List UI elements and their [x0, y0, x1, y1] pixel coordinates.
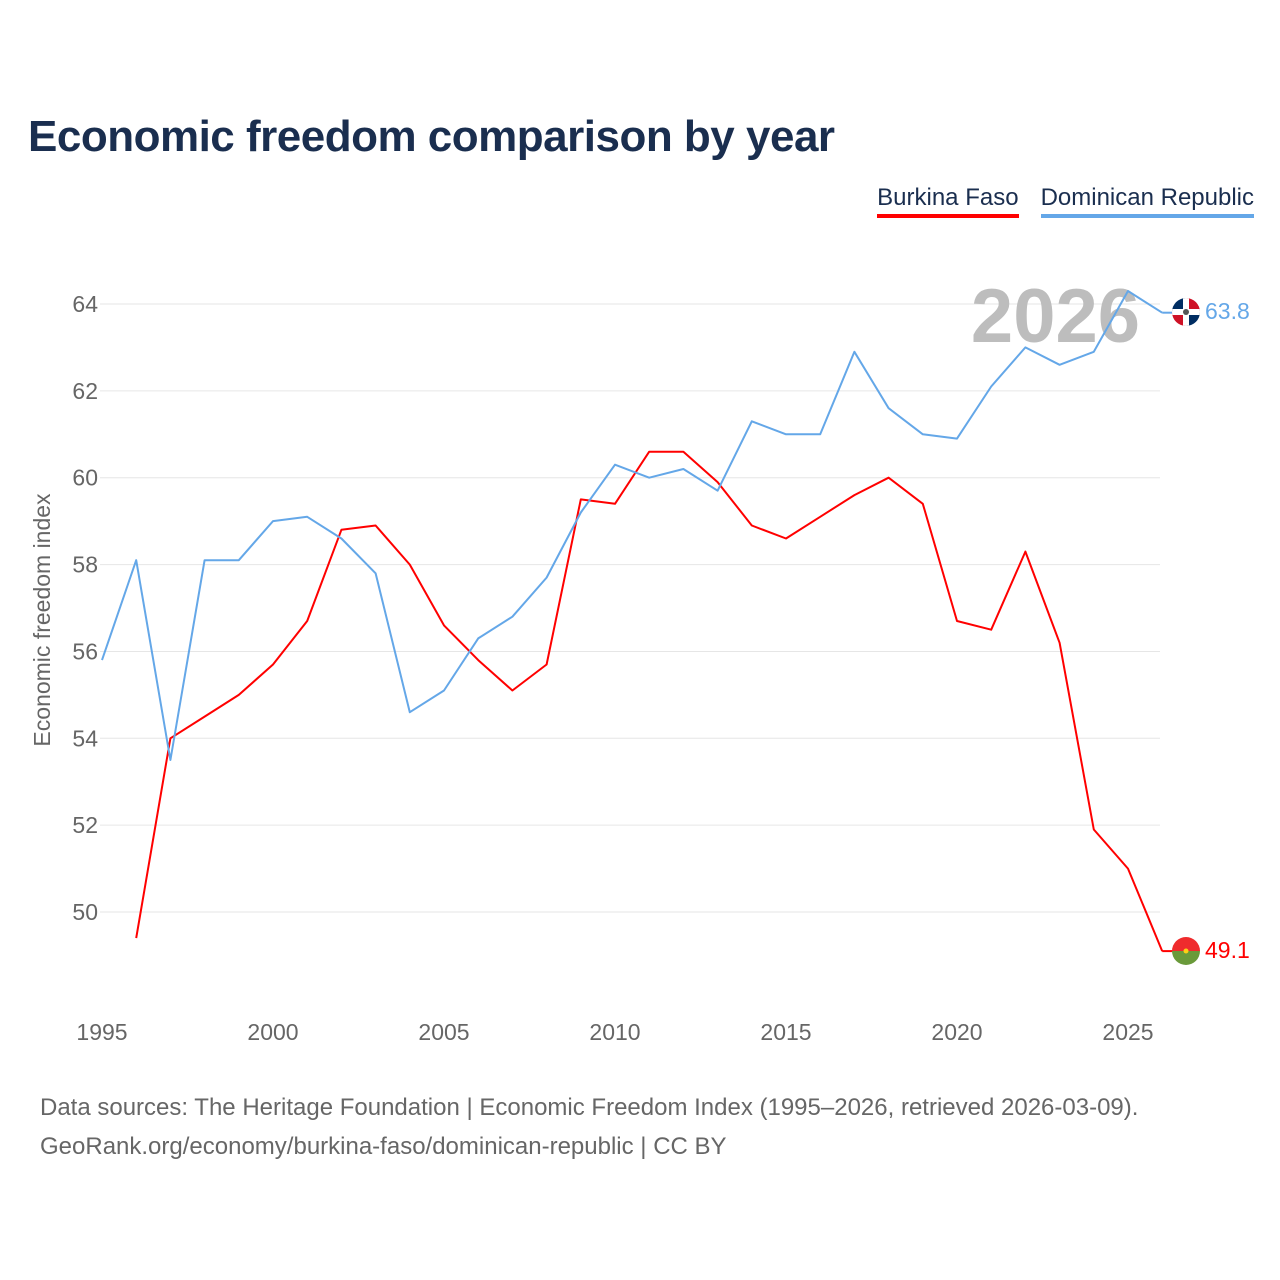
flag-burkina-faso-icon [1172, 937, 1200, 965]
year-watermark: 2026 [971, 274, 1140, 359]
footer: Data sources: The Heritage Foundation | … [40, 1088, 1138, 1166]
x-tick-label: 2020 [931, 1019, 982, 1045]
footer-sources: Data sources: The Heritage Foundation | … [40, 1094, 1139, 1121]
series-line-burkina-faso [135, 450, 1164, 952]
chart-title: Economic freedom comparison by year [28, 112, 835, 161]
series-line-dominican-republic [101, 290, 1163, 761]
y-tick-label: 56 [72, 638, 98, 664]
legend: Burkina Faso Dominican Republic [877, 184, 1254, 218]
x-tick-label: 2015 [760, 1019, 811, 1045]
y-tick-label: 52 [72, 812, 98, 838]
footer-link[interactable]: GeoRank.org/economy/burkina-faso/dominic… [40, 1133, 727, 1160]
x-tick-label: 2025 [1102, 1019, 1153, 1045]
y-tick-label: 54 [72, 725, 98, 751]
x-tick-label: 2000 [247, 1019, 298, 1045]
y-axis-label: Economic freedom index [29, 493, 55, 747]
x-tick-label: 2010 [589, 1019, 640, 1045]
legend-burkina-faso[interactable]: Burkina Faso [877, 184, 1019, 218]
end-label-dominican-republic: 63.8 [1205, 298, 1250, 324]
y-tick-label: 64 [72, 291, 98, 317]
x-tick-label: 1995 [76, 1019, 127, 1045]
y-tick-label: 60 [72, 465, 98, 491]
y-tick-label: 50 [72, 899, 98, 925]
y-tick-label: 62 [72, 378, 98, 404]
y-tick-label: 58 [72, 552, 98, 578]
x-tick-label: 2005 [418, 1019, 469, 1045]
legend-dominican-republic[interactable]: Dominican Republic [1040, 184, 1254, 218]
end-label-burkina-faso: 49.1 [1205, 937, 1250, 963]
flag-dominican-republic-icon [1172, 298, 1200, 326]
